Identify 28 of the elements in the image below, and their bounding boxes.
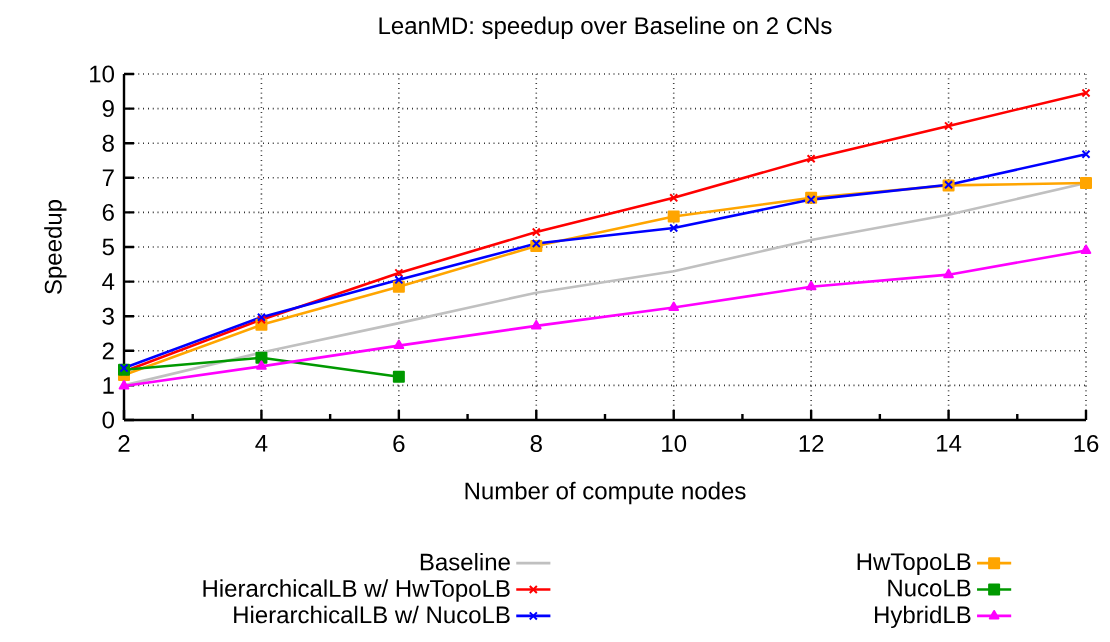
y-tick-label: 2 <box>102 342 114 360</box>
x-tick-label: 12 <box>799 435 824 452</box>
y-tick-label: 1 <box>103 377 114 394</box>
legend-label: HybridLB <box>875 605 971 629</box>
y-tick-label: 9 <box>102 100 114 118</box>
legend-label: NucoLB <box>888 579 971 597</box>
legend-label: Baseline <box>420 552 510 571</box>
x-axis-title: Number of compute nodes <box>465 481 746 505</box>
x-tick-label: 8 <box>530 435 542 453</box>
x-tick-label: 16 <box>1074 435 1099 453</box>
y-tick-label: 10 <box>90 65 115 83</box>
x-tick-label: 10 <box>662 435 687 453</box>
x-tick-label: 6 <box>393 435 405 453</box>
y-tick-label: 0 <box>102 411 115 429</box>
legend-label: HierarchicalLB w/ NucoLB <box>234 605 510 624</box>
x-tick-label: 4 <box>255 435 268 452</box>
y-tick-label: 4 <box>102 273 115 290</box>
x-tick-label: 2 <box>118 435 130 452</box>
y-tick-label: 5 <box>102 238 114 256</box>
y-tick-label: 7 <box>102 169 114 187</box>
y-tick-label: 8 <box>102 134 114 152</box>
y-axis-title: Speedup <box>44 199 67 294</box>
chart-title: LeanMD: speedup over Baseline on 2 CNs <box>379 16 832 39</box>
legend-label: HierarchicalLB w/ HwTopoLB <box>203 579 510 602</box>
x-tick-label: 14 <box>937 435 962 452</box>
y-tick-label: 6 <box>102 203 114 221</box>
legend-label: HwTopoLB <box>857 553 971 575</box>
y-tick-label: 3 <box>102 307 114 325</box>
